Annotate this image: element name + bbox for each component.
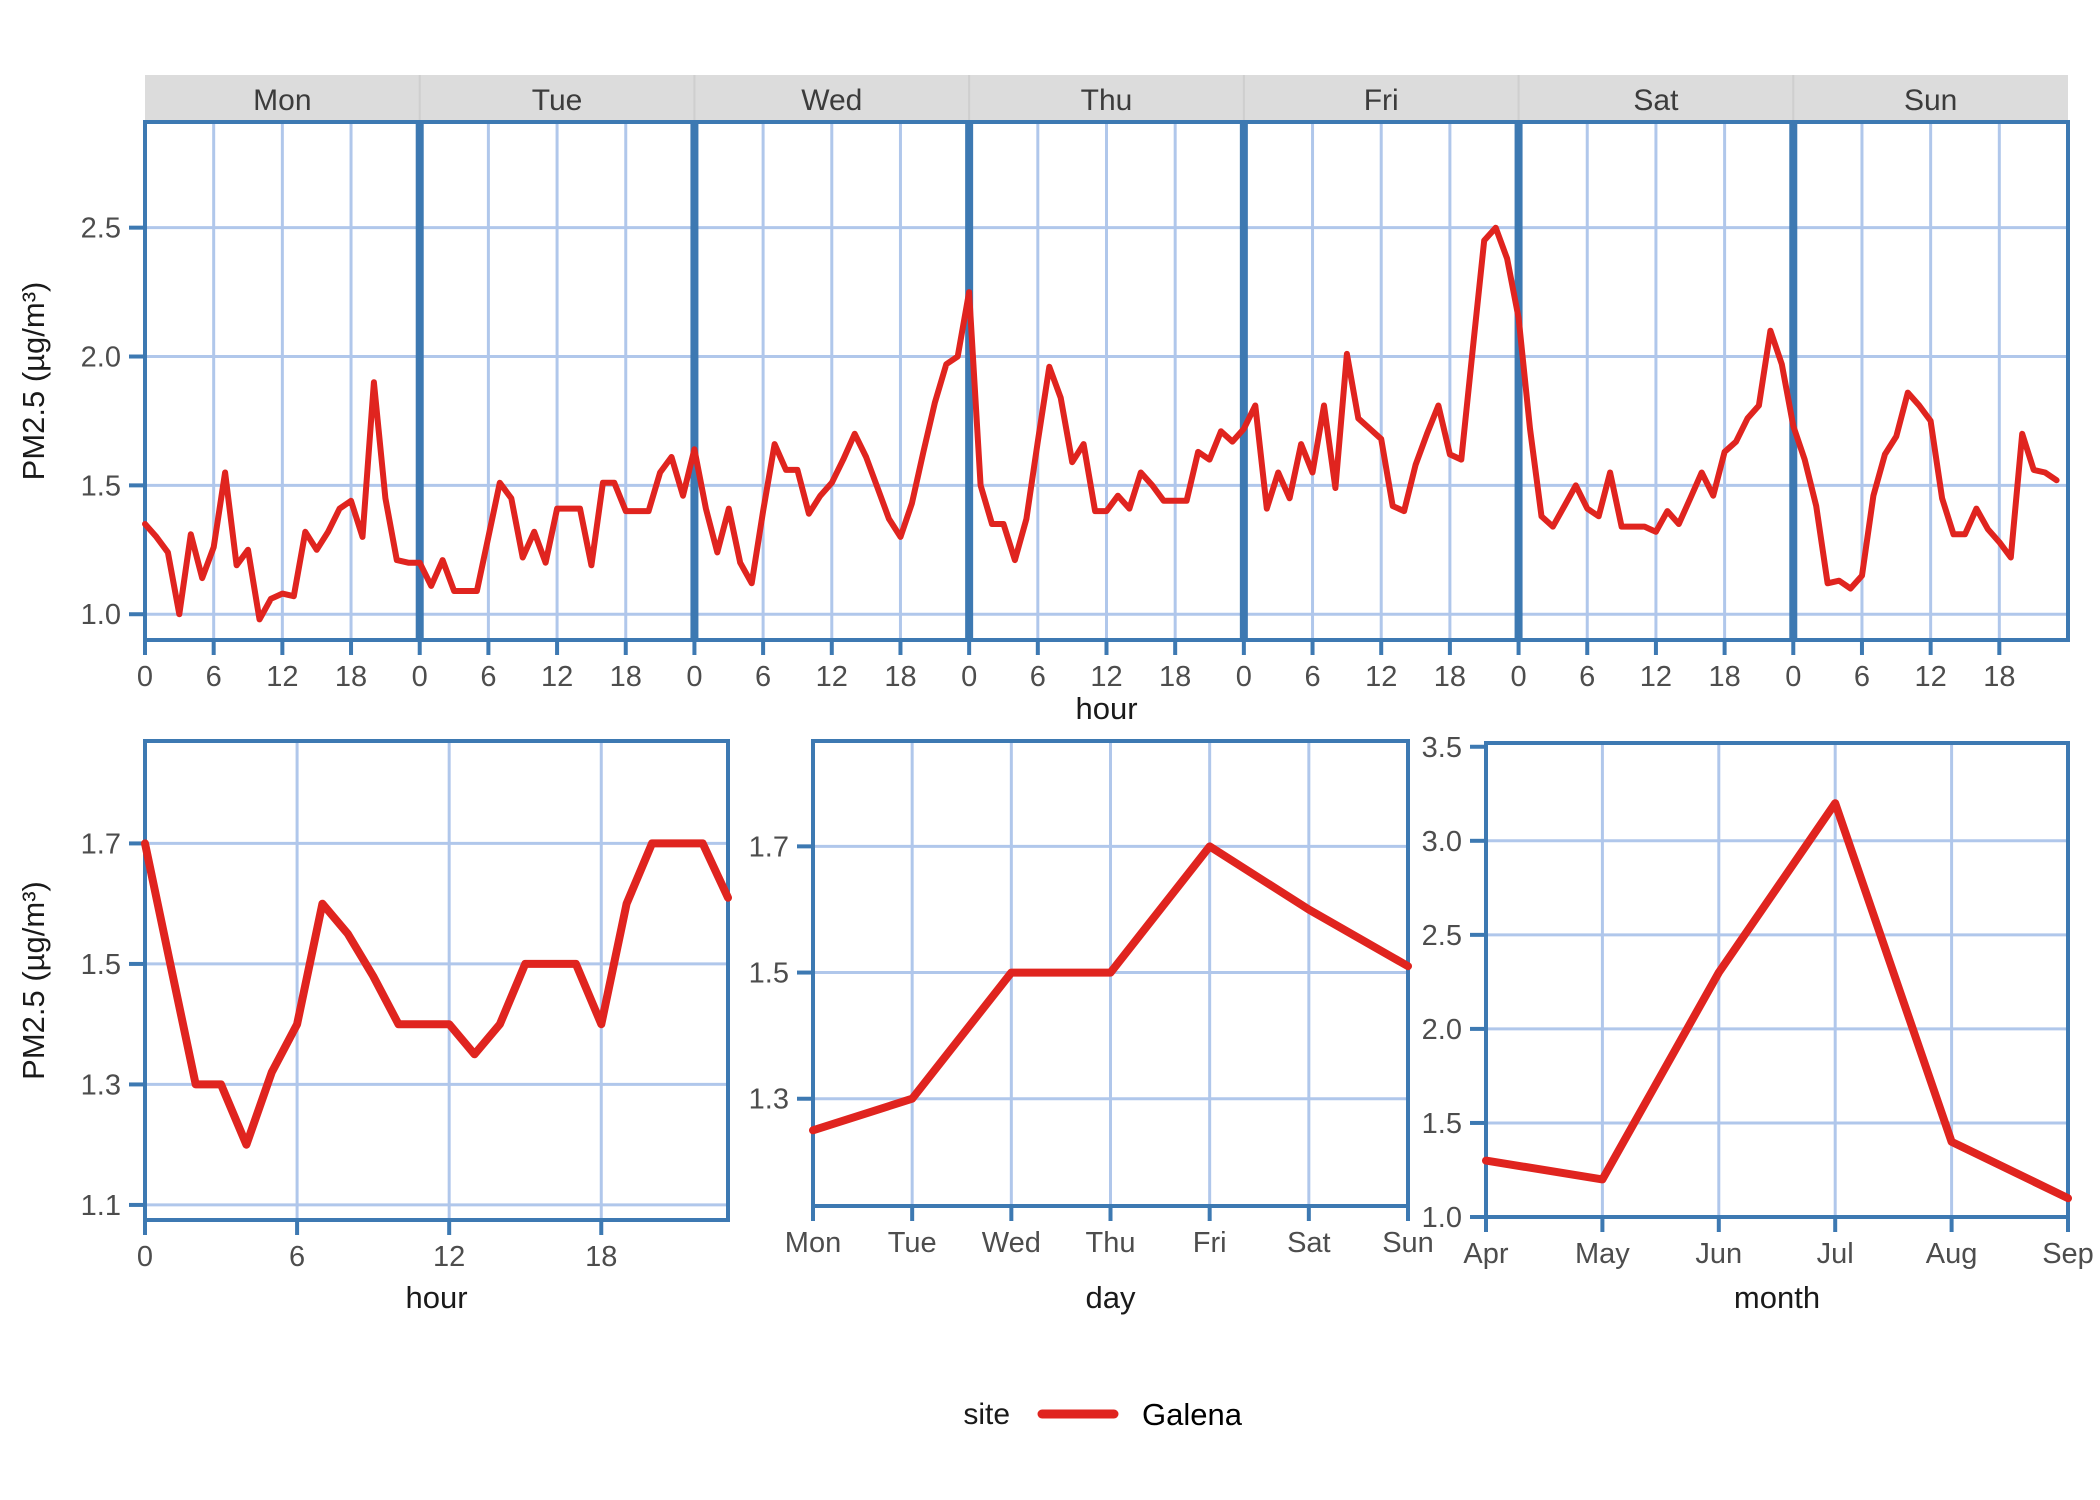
hour-y-tick-label: 1.5 — [81, 949, 121, 981]
top-x-tick-label: 12 — [1640, 661, 1672, 693]
facet-label-Mon: Mon — [253, 84, 311, 117]
top-x-tick-label: 6 — [1030, 661, 1046, 693]
top-y-tick-label: 2.0 — [81, 342, 121, 374]
top-y-axis-title: PM2.5 (µg/m³) — [16, 282, 51, 481]
top-x-axis-title: hour — [1075, 691, 1137, 726]
top-x-tick-label: 12 — [1915, 661, 1947, 693]
facet-label-Wed: Wed — [801, 84, 862, 117]
legend-title: site — [963, 1398, 1010, 1431]
hour-y-tick-label: 1.1 — [81, 1190, 121, 1222]
day-x-tick-label: Thu — [1086, 1227, 1136, 1259]
day-x-tick-label: Mon — [785, 1227, 841, 1259]
series-line-galena-day — [809, 842, 1412, 1135]
top-x-tick-label: 6 — [206, 661, 222, 693]
top-y-tick-label: 1.0 — [81, 599, 121, 631]
top-x-tick-label: 18 — [884, 661, 916, 693]
top-x-tick-label: 0 — [1785, 661, 1801, 693]
month-y-tick-label: 3.5 — [1422, 732, 1462, 764]
top-x-tick-label: 12 — [1090, 661, 1122, 693]
hour-x-tick-label: 12 — [433, 1241, 465, 1273]
hour-panel-border — [143, 739, 730, 1222]
hour-y-tick-label: 1.7 — [81, 828, 121, 860]
month-x-tick-label: Apr — [1463, 1238, 1508, 1270]
top-x-tick-label: 18 — [1708, 661, 1740, 693]
top-x-tick-label: 0 — [412, 661, 428, 693]
month-panel-border — [1484, 741, 2070, 1219]
day-y-tick-label: 1.3 — [749, 1084, 789, 1116]
month-x-tick-label: Sep — [2042, 1238, 2094, 1270]
top-y-tick-label: 2.5 — [81, 213, 121, 245]
series-line-galena-hour — [141, 839, 732, 1149]
month-y-tick-label: 1.5 — [1422, 1108, 1462, 1140]
top-x-tick-label: 12 — [266, 661, 298, 693]
facet-label-Sat: Sat — [1633, 84, 1679, 117]
day-y-tick-label: 1.5 — [749, 958, 789, 990]
top-x-tick-label: 12 — [541, 661, 573, 693]
top-x-tick-label: 0 — [1236, 661, 1252, 693]
hour-x-tick-label: 0 — [137, 1241, 153, 1273]
facet-strip — [145, 75, 2068, 122]
top-x-tick-label: 0 — [1511, 661, 1527, 693]
top-x-tick-label: 18 — [1159, 661, 1191, 693]
top-x-tick-label: 12 — [816, 661, 848, 693]
legend-series-label: Galena — [1142, 1397, 1243, 1432]
series-line-galena-month — [1482, 799, 2072, 1203]
top-x-tick-label: 6 — [480, 661, 496, 693]
day-x-tick-label: Sun — [1382, 1227, 1434, 1259]
top-x-tick-label: 6 — [1579, 661, 1595, 693]
month-y-tick-label: 2.0 — [1422, 1014, 1462, 1046]
facet-label-Sun: Sun — [1904, 84, 1957, 117]
month-x-tick-label: Aug — [1926, 1238, 1978, 1270]
month-y-tick-label: 3.0 — [1422, 826, 1462, 858]
hour-y-axis-title: PM2.5 (µg/m³) — [16, 881, 51, 1080]
hour-x-tick-label: 6 — [289, 1241, 305, 1273]
facet-label-Tue: Tue — [532, 84, 583, 117]
day-x-axis-title: day — [1086, 1280, 1136, 1315]
month-x-tick-label: May — [1575, 1238, 1630, 1270]
facet-label-Thu: Thu — [1081, 84, 1133, 117]
hour-x-tick-label: 18 — [585, 1241, 617, 1273]
top-x-tick-label: 0 — [137, 661, 153, 693]
top-x-tick-label: 6 — [1854, 661, 1870, 693]
top-x-tick-label: 0 — [686, 661, 702, 693]
hour-x-axis-title: hour — [405, 1280, 467, 1315]
month-x-tick-label: Jul — [1817, 1238, 1854, 1270]
top-x-tick-label: 18 — [1983, 661, 2015, 693]
top-x-tick-label: 0 — [961, 661, 977, 693]
top-x-tick-label: 18 — [610, 661, 642, 693]
top-y-tick-label: 1.5 — [81, 470, 121, 502]
day-x-tick-label: Fri — [1193, 1227, 1227, 1259]
day-x-tick-label: Wed — [982, 1227, 1041, 1259]
month-y-tick-label: 2.5 — [1422, 920, 1462, 952]
top-x-tick-label: 18 — [335, 661, 367, 693]
month-x-axis-title: month — [1734, 1280, 1820, 1315]
day-x-tick-label: Tue — [888, 1227, 937, 1259]
month-y-tick-label: 1.0 — [1422, 1202, 1462, 1234]
day-y-tick-label: 1.7 — [749, 831, 789, 863]
day-x-tick-label: Sat — [1287, 1227, 1331, 1259]
top-x-tick-label: 18 — [1434, 661, 1466, 693]
month-x-tick-label: Jun — [1695, 1238, 1742, 1270]
hour-y-tick-label: 1.3 — [81, 1069, 121, 1101]
facet-label-Fri: Fri — [1364, 84, 1399, 117]
top-x-tick-label: 6 — [1304, 661, 1320, 693]
top-x-tick-label: 6 — [755, 661, 771, 693]
series-line-galena-week — [142, 224, 2060, 623]
top-x-tick-label: 12 — [1365, 661, 1397, 693]
